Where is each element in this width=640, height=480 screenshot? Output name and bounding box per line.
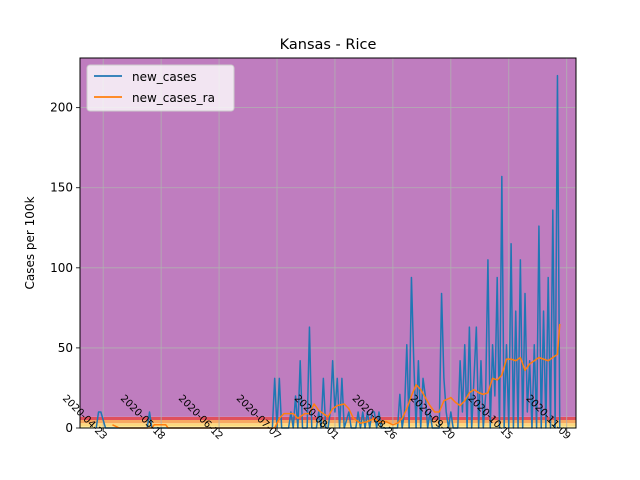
y-tick-label-0: 0 xyxy=(65,421,73,435)
background-band-2 xyxy=(80,419,576,424)
series-line-new-cases-ra xyxy=(112,323,561,429)
legend-label-new-cases-ra: new_cases_ra xyxy=(132,91,215,105)
y-tick-label-2: 100 xyxy=(50,261,73,275)
legend-box xyxy=(86,64,235,112)
y-tick-label-1: 50 xyxy=(58,341,73,355)
legend-label-new-cases: new_cases xyxy=(132,70,197,84)
legend: new_cases new_cases_ra xyxy=(86,64,235,112)
plot-frame xyxy=(79,57,577,429)
y-axis-label: Cases per 100k xyxy=(23,196,37,289)
chart-title: Kansas - Rice xyxy=(280,37,377,53)
y-tick-label-3: 150 xyxy=(50,181,73,195)
y-tick-label-4: 200 xyxy=(50,101,73,115)
y-axis-ticks: 0 50 100 150 200 xyxy=(50,101,80,435)
background-band-3 xyxy=(80,416,576,420)
